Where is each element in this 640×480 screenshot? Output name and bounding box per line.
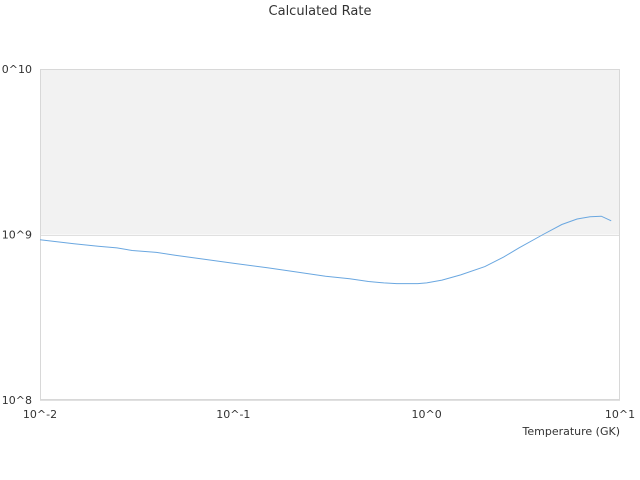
y-tick-label: 10^9	[2, 229, 32, 242]
x-tick-label: 10^0	[412, 408, 442, 421]
tick-labels: 10^-2 10^-1 10^0 10^1 10^8 10^9 0^10	[2, 63, 635, 421]
shaded-band	[40, 69, 620, 235]
x-axis-label: Temperature (GK)	[522, 425, 621, 438]
x-tick-label: 10^-1	[216, 408, 250, 421]
y-tick-label: 0^10	[2, 63, 32, 76]
chart-title: Calculated Rate	[268, 4, 372, 19]
series-line	[39, 215, 612, 285]
y-tick-label: 10^8	[2, 394, 32, 407]
plot-border	[40, 69, 620, 400]
series-layer	[39, 215, 612, 285]
x-tick-label: 10^1	[605, 408, 635, 421]
x-tick-label: 10^-2	[23, 408, 57, 421]
